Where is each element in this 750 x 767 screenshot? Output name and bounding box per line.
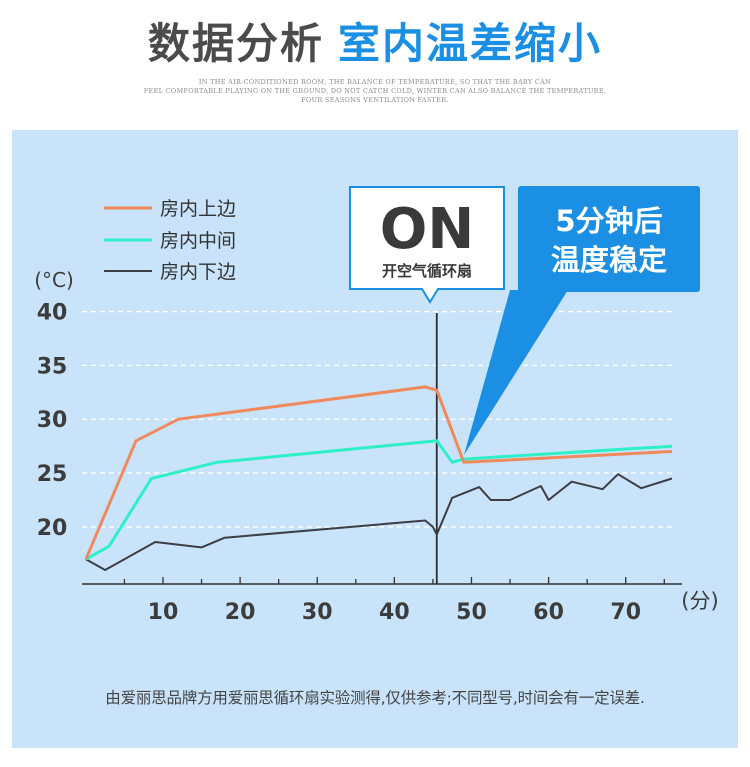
title-left: 数据分析	[147, 19, 324, 68]
y-tick-label: 20	[37, 516, 68, 541]
page-title: 数据分析 室内温差缩小	[0, 10, 750, 71]
on-sublabel: 开空气循环扇	[382, 262, 472, 280]
x-tick-label: 30	[302, 600, 333, 625]
axis-layer: 20 25 30 35 40 (°C) 10 20 30 40 50 60 70 (分)	[34, 268, 718, 625]
series-line-bottom	[85, 473, 673, 571]
callout-line-1: 5分钟后	[555, 204, 662, 238]
x-axis-label: (分)	[681, 589, 718, 613]
series-line-top	[84, 385, 673, 560]
footnote: 由爱丽思品牌方用爱丽思循环扇实验测得,仅供参考;不同型号,时间会有一定误差.	[105, 689, 645, 707]
y-tick-label: 35	[37, 354, 68, 379]
callout-box	[518, 186, 700, 292]
x-tick-label: 20	[225, 600, 256, 625]
y-tick-label: 25	[37, 462, 68, 487]
x-tick-label: 50	[456, 600, 487, 625]
legend: 房内上边 房内中间 房内下边	[104, 198, 236, 283]
x-tick-label: 40	[379, 600, 410, 625]
x-tick-label: 60	[533, 600, 564, 625]
subtitle-line-1: IN THE AIR-CONDITIONED ROOM, THE BALANCE…	[198, 78, 552, 86]
x-tick-label: 70	[610, 600, 641, 625]
y-axis-label: (°C)	[34, 268, 74, 292]
series-line-mid	[85, 439, 673, 561]
x-tick-label: 10	[148, 600, 179, 625]
title-right: 室内温差缩小	[338, 19, 603, 68]
y-tick-label: 30	[37, 408, 68, 433]
grid-layer	[82, 310, 672, 528]
subtitle: IN THE AIR-CONDITIONED ROOM, THE BALANCE…	[120, 78, 630, 105]
legend-label-bottom: 房内下边	[160, 261, 236, 283]
series-layer	[84, 385, 673, 571]
callout-line-2: 温度稳定	[551, 243, 667, 277]
subtitle-line-2: FEEL COMFORTABLE PLAYING ON THE GROUND, …	[143, 87, 607, 95]
legend-label-top: 房内上边	[160, 198, 236, 220]
chart-svg: 20 25 30 35 40 (°C) 10 20 30 40 50 60 70 (分) 房内上边 房内中…	[34, 186, 719, 625]
on-callout-box	[349, 186, 505, 304]
y-tick-label: 40	[37, 301, 68, 326]
legend-label-mid: 房内中间	[160, 230, 236, 252]
chart-panel: 20 25 30 35 40 (°C) 10 20 30 40 50 60 70 (分) 房内上边 房内中…	[12, 130, 738, 748]
on-label: ON	[380, 197, 474, 262]
subtitle-line-3: FOUR SEASONS VENTILATION FASTER.	[301, 96, 449, 104]
on-callout: ON 开空气循环扇	[349, 186, 505, 304]
stable-callout: 5分钟后 温度稳定	[464, 186, 700, 455]
callout-tail	[464, 290, 568, 455]
